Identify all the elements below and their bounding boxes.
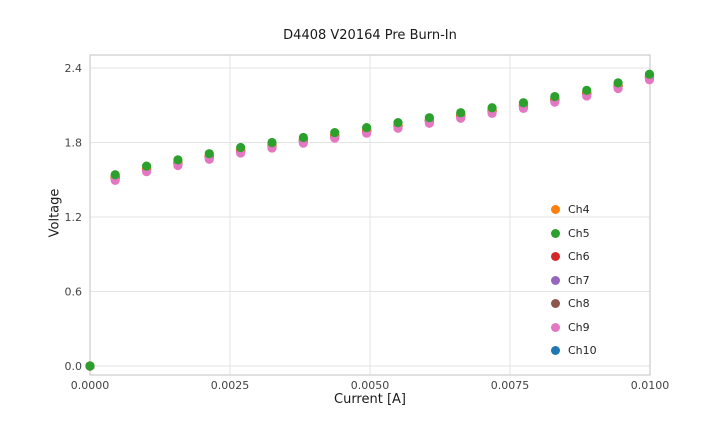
legend-item-ch4: Ch4	[551, 198, 597, 222]
legend-marker-icon	[551, 299, 560, 309]
legend-marker-icon	[551, 205, 560, 215]
data-point-ch5	[487, 103, 497, 113]
x-tick-label: 0.0075	[491, 379, 530, 392]
data-point-ch5	[582, 85, 592, 95]
data-point-ch5	[173, 155, 183, 165]
legend-label: Ch10	[568, 344, 597, 358]
legend-item-ch7: Ch7	[551, 269, 597, 293]
data-point-ch5	[644, 69, 655, 79]
data-point-ch5	[393, 118, 403, 128]
legend-marker-icon	[551, 346, 560, 356]
axes-frame	[89, 54, 651, 376]
data-point-ch5	[236, 142, 246, 153]
data-point-ch5	[330, 127, 340, 138]
y-tick-label: 2.4	[65, 62, 83, 75]
data-point-ch5	[550, 91, 560, 102]
legend-marker-icon	[551, 275, 560, 285]
y-tick-label: 0.6	[65, 286, 83, 299]
legend-marker-icon	[551, 322, 560, 332]
data-point-ch5	[267, 137, 277, 148]
x-tick-label: 0.0025	[211, 379, 250, 392]
data-point-ch5	[424, 113, 434, 123]
y-tick-label: 0.0	[65, 360, 83, 373]
legend-item-ch10: Ch10	[551, 339, 597, 363]
data-point-ch5	[362, 123, 372, 133]
data-point-ch5	[518, 98, 529, 108]
data-point-ch5	[298, 132, 308, 143]
x-axis-label: Current [A]	[334, 392, 406, 407]
legend-marker-icon	[551, 228, 560, 238]
data-point-ch5	[110, 170, 120, 180]
legend-item-ch8: Ch8	[551, 292, 597, 316]
y-axis-label: Voltage	[47, 188, 63, 238]
x-tick-label: 0.0000	[71, 379, 110, 392]
series-ch5	[85, 69, 655, 371]
data-point-ch5	[456, 108, 466, 118]
legend-item-ch5: Ch5	[551, 222, 597, 246]
chart-title: D4408 V20164 Pre Burn-In	[283, 28, 457, 43]
data-point-ch5	[141, 161, 152, 171]
legend-label: Ch5	[568, 226, 590, 240]
data-point-ch5	[85, 361, 95, 371]
y-tick-label: 1.2	[65, 211, 83, 224]
legend-label: Ch8	[568, 297, 590, 311]
legend-label: Ch9	[568, 320, 590, 334]
legend-label: Ch6	[568, 250, 590, 264]
legend-item-ch9: Ch9	[551, 316, 597, 340]
x-tick-label: 0.0050	[351, 379, 390, 392]
legend-item-ch6: Ch6	[551, 245, 597, 269]
legend-label: Ch7	[568, 273, 590, 287]
data-point-ch5	[613, 78, 623, 88]
data-point-ch5	[204, 149, 214, 159]
y-tick-label: 1.8	[65, 137, 83, 150]
legend-label: Ch4	[568, 203, 590, 217]
x-tick-label: 0.0100	[631, 379, 670, 392]
legend: Ch4 Ch5 Ch6 Ch7 Ch8 Ch9 Ch10	[551, 198, 597, 363]
legend-marker-icon	[551, 252, 560, 262]
